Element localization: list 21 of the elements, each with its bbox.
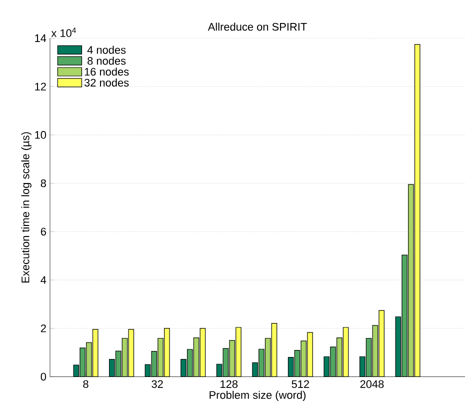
y-tick-label: 6 <box>40 228 46 236</box>
legend-label: 16 nodes <box>84 68 129 76</box>
y-tick-label: 14 <box>35 34 46 42</box>
y-tick-label: 8 <box>40 179 46 188</box>
y-tick-label: 10 <box>35 131 46 139</box>
x-tick-label: 2048 <box>360 380 384 388</box>
x-tick-label: 8 <box>83 380 88 388</box>
y-axis-title: Execution time in log scale (µs) <box>21 132 32 282</box>
chart-title: Allreduce on SPIRIT <box>208 22 307 31</box>
legend-label: 32 nodes <box>84 78 129 87</box>
y-tick-label: 12 <box>35 82 46 90</box>
y-tick-label: 2 <box>40 324 46 332</box>
x-tick-label: 32 <box>152 380 163 388</box>
y-tick-label: 4 <box>40 276 46 284</box>
x-tick-label: 512 <box>292 380 310 388</box>
y-tick-label: 0 <box>40 372 46 381</box>
legend-label: 4 nodes <box>87 46 126 54</box>
x-axis-title: Problem size (word) <box>210 390 306 402</box>
text: x 10$^{4}$ <box>51 28 76 37</box>
x-tick-label: 128 <box>220 380 238 388</box>
legend-label: 8 nodes <box>88 56 126 65</box>
